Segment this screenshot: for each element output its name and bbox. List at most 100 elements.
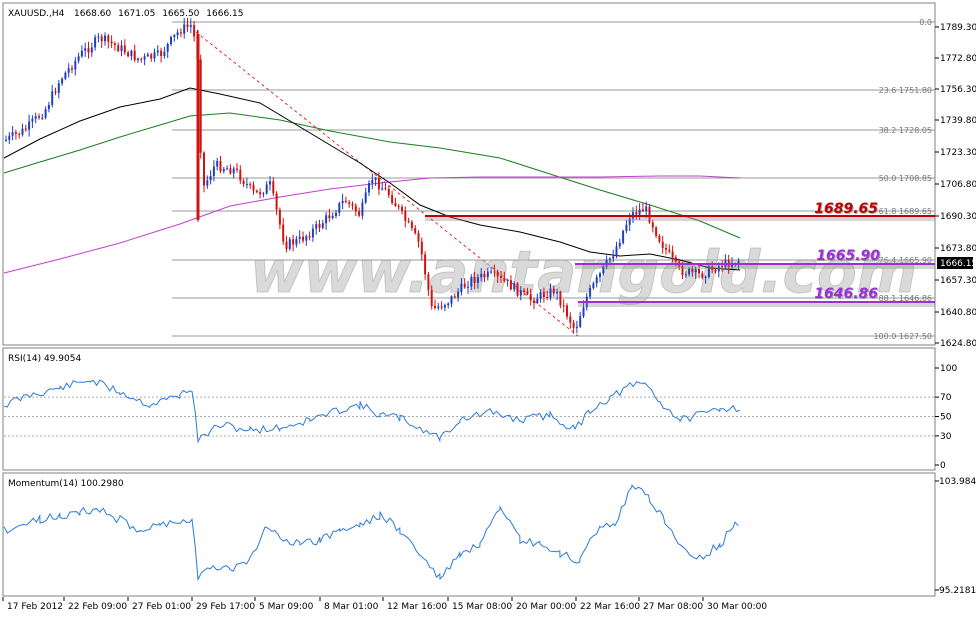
candle[interactable] bbox=[542, 287, 545, 303]
candle[interactable] bbox=[328, 208, 331, 222]
candle[interactable] bbox=[212, 160, 215, 182]
candle[interactable] bbox=[549, 283, 552, 301]
candle[interactable] bbox=[57, 80, 60, 99]
candle[interactable] bbox=[137, 57, 139, 63]
candle[interactable] bbox=[252, 181, 255, 195]
candle[interactable] bbox=[506, 279, 509, 287]
candle[interactable] bbox=[80, 45, 83, 59]
candle[interactable] bbox=[496, 269, 499, 284]
candle[interactable] bbox=[311, 224, 314, 242]
candle[interactable] bbox=[463, 278, 466, 289]
candle[interactable] bbox=[61, 77, 64, 86]
candle[interactable] bbox=[410, 220, 413, 231]
candle[interactable] bbox=[638, 203, 641, 220]
candle[interactable] bbox=[156, 45, 159, 57]
candle[interactable] bbox=[189, 18, 192, 34]
candle[interactable] bbox=[443, 303, 446, 312]
main-panel[interactable] bbox=[2, 2, 936, 346]
candle[interactable] bbox=[424, 251, 427, 280]
candle[interactable] bbox=[371, 173, 374, 190]
candle[interactable] bbox=[242, 178, 245, 188]
candle[interactable] bbox=[54, 87, 57, 96]
candle[interactable] bbox=[64, 71, 67, 81]
candle[interactable] bbox=[665, 243, 667, 255]
candle[interactable] bbox=[292, 234, 295, 252]
candle[interactable] bbox=[635, 205, 638, 220]
candle[interactable] bbox=[146, 52, 149, 58]
candle[interactable] bbox=[599, 271, 601, 283]
candle[interactable] bbox=[11, 126, 14, 141]
rsi-panel[interactable] bbox=[2, 347, 936, 471]
candle[interactable] bbox=[331, 212, 334, 220]
candle[interactable] bbox=[467, 280, 469, 294]
candle[interactable] bbox=[503, 271, 506, 283]
candle[interactable] bbox=[87, 41, 90, 59]
candle[interactable] bbox=[120, 40, 123, 57]
candle[interactable] bbox=[589, 284, 592, 300]
candle[interactable] bbox=[140, 57, 143, 63]
candle[interactable] bbox=[358, 207, 361, 218]
candle[interactable] bbox=[153, 48, 156, 62]
candle[interactable] bbox=[77, 52, 80, 64]
candle[interactable] bbox=[572, 319, 575, 334]
candle[interactable] bbox=[595, 274, 598, 288]
candle[interactable] bbox=[206, 175, 209, 189]
candle[interactable] bbox=[450, 295, 453, 308]
candle[interactable] bbox=[8, 132, 11, 144]
candle[interactable] bbox=[41, 113, 44, 121]
candle[interactable] bbox=[259, 188, 262, 199]
candle[interactable] bbox=[513, 281, 516, 293]
candle[interactable] bbox=[622, 229, 625, 245]
candle[interactable] bbox=[47, 101, 50, 113]
candle[interactable] bbox=[612, 249, 615, 263]
candle[interactable] bbox=[480, 268, 483, 282]
candle[interactable] bbox=[519, 285, 522, 301]
candle[interactable] bbox=[490, 267, 493, 274]
candle[interactable] bbox=[117, 42, 120, 53]
candle[interactable] bbox=[84, 42, 87, 57]
candle[interactable] bbox=[170, 35, 172, 47]
fibonacci-levels[interactable]: 0.0 23.6 1751.80 38.2 1728.05 50.0 1708.85 6… bbox=[172, 18, 935, 341]
candle[interactable] bbox=[427, 271, 430, 296]
candle[interactable] bbox=[143, 53, 146, 66]
candle[interactable] bbox=[694, 266, 697, 279]
candle[interactable] bbox=[308, 231, 311, 241]
candle[interactable] bbox=[493, 264, 496, 277]
candle[interactable] bbox=[414, 224, 417, 235]
candle[interactable] bbox=[226, 165, 229, 171]
candle[interactable] bbox=[407, 217, 410, 224]
candle[interactable] bbox=[193, 21, 196, 42]
candle[interactable] bbox=[285, 235, 288, 253]
candle[interactable] bbox=[470, 274, 473, 290]
candle[interactable] bbox=[249, 182, 252, 189]
candle[interactable] bbox=[714, 267, 717, 274]
candle[interactable] bbox=[562, 299, 565, 313]
momentum-panel[interactable] bbox=[2, 472, 936, 597]
candle[interactable] bbox=[123, 39, 126, 55]
candlesticks[interactable] bbox=[5, 18, 740, 334]
candle[interactable] bbox=[377, 171, 380, 195]
candle[interactable] bbox=[160, 47, 163, 63]
candle[interactable] bbox=[176, 29, 179, 40]
candle[interactable] bbox=[100, 33, 103, 48]
candle[interactable] bbox=[51, 84, 54, 108]
candle[interactable] bbox=[546, 290, 549, 301]
candle[interactable] bbox=[691, 266, 694, 277]
candle[interactable] bbox=[335, 209, 337, 219]
candle[interactable] bbox=[262, 191, 265, 198]
candle[interactable] bbox=[361, 198, 364, 220]
candle[interactable] bbox=[24, 124, 27, 132]
candle[interactable] bbox=[222, 166, 225, 174]
candle[interactable] bbox=[661, 235, 664, 254]
candle[interactable] bbox=[18, 132, 21, 139]
candle[interactable] bbox=[698, 265, 700, 279]
candle[interactable] bbox=[684, 271, 687, 278]
candle[interactable] bbox=[97, 33, 100, 43]
candle[interactable] bbox=[179, 28, 182, 38]
candle[interactable] bbox=[552, 285, 555, 297]
candle[interactable] bbox=[305, 234, 308, 246]
candle[interactable] bbox=[364, 187, 367, 205]
candle[interactable] bbox=[556, 288, 559, 300]
